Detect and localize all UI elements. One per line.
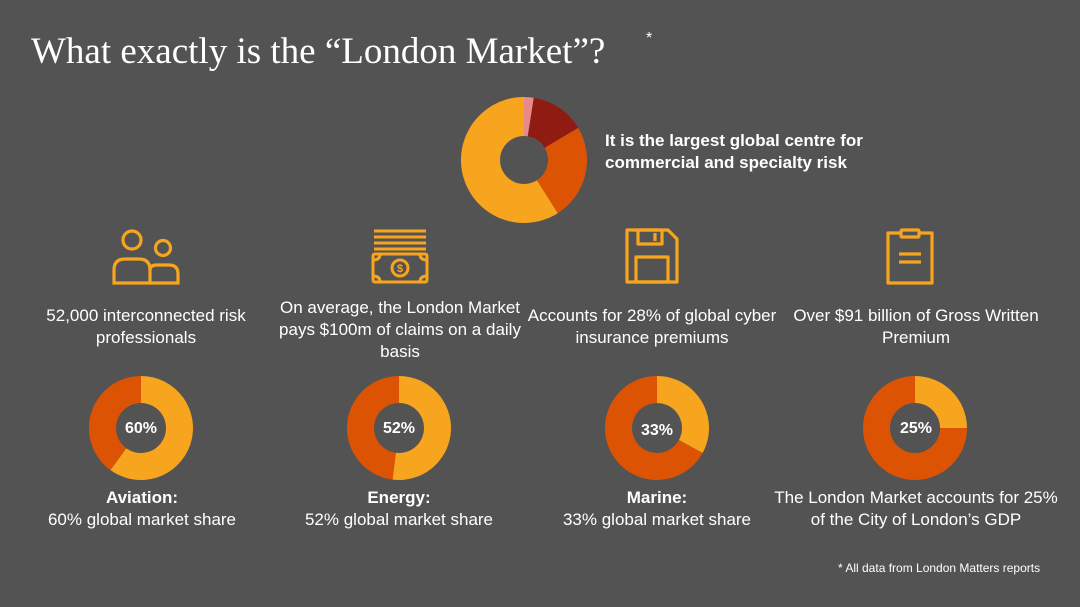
marine-share-label: Marine: 33% global market share xyxy=(512,487,802,531)
remainder-slice xyxy=(346,376,399,480)
footnote: * All data from London Matters reports xyxy=(838,561,1041,575)
main-donut-segment xyxy=(527,97,579,148)
stat-risk-professionals: 52,000 interconnected risk professionals xyxy=(46,306,246,347)
people-icon xyxy=(112,229,180,285)
aviation-donut-chart xyxy=(88,376,193,480)
aviation-share-label: Aviation: 60% global market share xyxy=(0,487,287,531)
remainder-slice xyxy=(88,376,141,471)
gdp-percent-label: 25% xyxy=(899,420,933,437)
share-slice xyxy=(110,376,193,480)
clipboard-icon xyxy=(886,228,934,285)
stat-cyber-premiums: Accounts for 28% of global cyber insuran… xyxy=(527,306,777,347)
page-title: What exactly is the “London Market”? xyxy=(31,31,606,72)
energy-share-label: Energy: 52% global market share xyxy=(254,487,544,531)
main-donut-chart xyxy=(461,97,587,223)
energy-title: Energy: xyxy=(367,488,431,507)
main-caption: It is the largest global centre for comm… xyxy=(605,131,863,172)
share-slice xyxy=(392,376,451,480)
aviation-text: 60% global market share xyxy=(47,510,237,529)
marine-title: Marine: xyxy=(626,488,688,507)
cash-icon: $ xyxy=(371,229,429,284)
main-donut-segment xyxy=(536,127,587,214)
share-slice xyxy=(657,376,709,454)
marine-percent-label: 33% xyxy=(640,422,674,439)
stat-daily-claims: On average, the London Market pays $100m… xyxy=(279,298,521,361)
remainder-slice xyxy=(863,376,967,480)
title-asterisk: * xyxy=(646,30,653,47)
energy-text: 52% global market share xyxy=(304,510,494,529)
main-donut-segment xyxy=(461,97,558,223)
gdp-donut-chart xyxy=(863,376,967,480)
share-slice xyxy=(915,376,967,428)
gdp-share-label: The London Market accounts for 25% of th… xyxy=(771,487,1061,531)
marine-donut-chart xyxy=(605,376,709,480)
energy-percent-label: 52% xyxy=(382,420,416,437)
gdp-text: The London Market accounts for 25% of th… xyxy=(774,488,1058,529)
main-donut-segment xyxy=(524,97,534,137)
svg-text:$: $ xyxy=(397,263,403,275)
energy-donut-chart xyxy=(346,376,451,480)
aviation-title: Aviation: xyxy=(105,488,179,507)
stat-gross-written-premium: Over $91 billion of Gross Written Premiu… xyxy=(793,306,1039,347)
aviation-percent-label: 60% xyxy=(124,420,158,437)
marine-text: 33% global market share xyxy=(562,510,752,529)
remainder-slice xyxy=(605,376,703,480)
floppy-disk-icon xyxy=(625,228,679,284)
